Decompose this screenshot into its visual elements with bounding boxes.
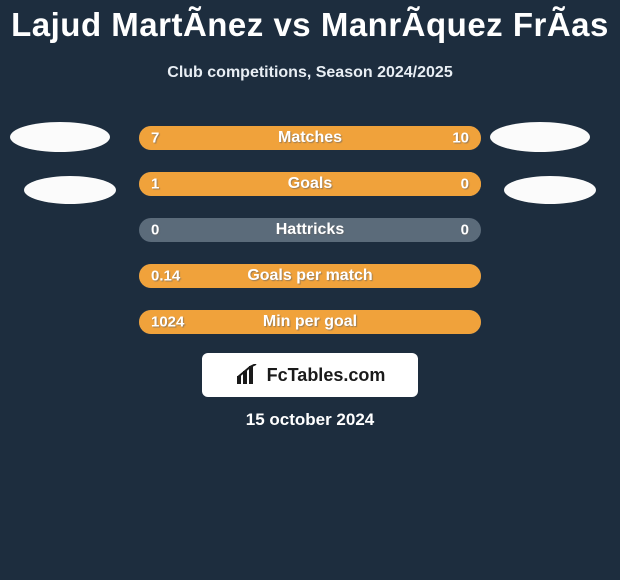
stat-row-right-value: 0 (461, 222, 469, 239)
stat-row-label: Goals per match (139, 267, 481, 285)
stat-row-left-value: 1 (151, 176, 159, 193)
stat-row: Min per goal1024 (139, 310, 481, 334)
stat-row: Hattricks0 0 (139, 218, 481, 242)
stat-row: Goals1 0 (139, 172, 481, 196)
stat-row-right-value: 10 (452, 130, 469, 147)
stat-row: Matches7 10 (139, 126, 481, 150)
stat-bars: Matches710Goals10Hattricks00Goals per ma… (139, 126, 481, 356)
bar-chart-icon (235, 364, 261, 386)
stat-row-left-value: 0 (151, 222, 159, 239)
footer-logo: FcTables.com (202, 353, 418, 397)
avatar-placeholder (490, 122, 590, 152)
page-title: Lajud MartÃnez vs ManrÃ­quez FrÃ­as (0, 6, 620, 44)
page-subtitle: Club competitions, Season 2024/2025 (0, 64, 620, 82)
footer-logo-text: FcTables.com (267, 365, 386, 386)
avatar-placeholder (504, 176, 596, 204)
stat-row-label: Hattricks (139, 221, 481, 239)
stat-row-label: Min per goal (139, 313, 481, 331)
avatar-placeholder (10, 122, 110, 152)
avatar-placeholder (24, 176, 116, 204)
stat-row-left-value: 1024 (151, 314, 184, 331)
stat-row-right-value: 0 (461, 176, 469, 193)
stat-row-left-value: 7 (151, 130, 159, 147)
stat-row-label: Matches (139, 129, 481, 147)
stat-row-label: Goals (139, 175, 481, 193)
stat-row-left-value: 0.14 (151, 268, 180, 285)
footer-date: 15 october 2024 (0, 410, 620, 430)
stat-row: Goals per match0.14 (139, 264, 481, 288)
comparison-card: Lajud MartÃnez vs ManrÃ­quez FrÃ­as Club… (0, 0, 620, 580)
